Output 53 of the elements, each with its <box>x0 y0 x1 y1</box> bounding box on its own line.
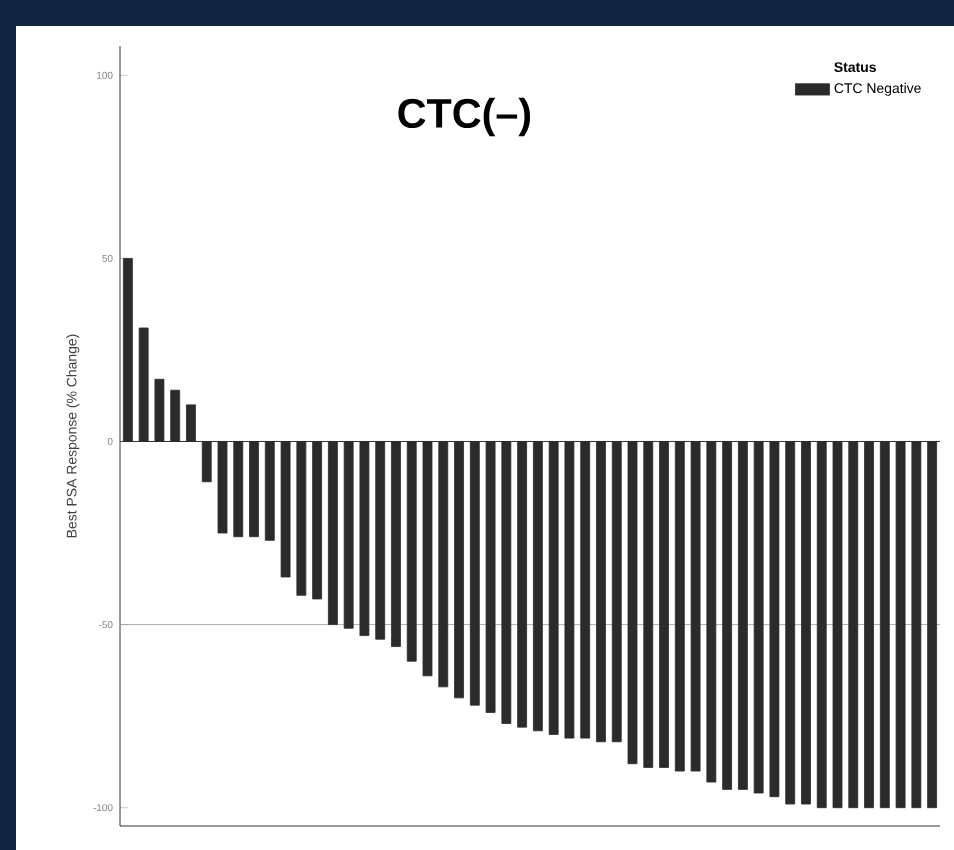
bar <box>690 441 701 772</box>
bar <box>469 441 480 706</box>
bar <box>911 441 922 809</box>
bar <box>548 441 559 735</box>
bar <box>895 441 906 809</box>
bar <box>659 441 669 768</box>
bar <box>864 441 874 809</box>
bar <box>359 441 370 636</box>
bar <box>201 441 212 483</box>
bar <box>375 441 386 640</box>
bar <box>264 441 275 541</box>
bar <box>769 441 780 798</box>
bar <box>737 441 748 790</box>
bar <box>643 441 654 768</box>
bar <box>627 441 638 765</box>
bar <box>312 441 323 600</box>
bar <box>122 257 133 442</box>
bar <box>249 441 259 538</box>
bar <box>406 441 417 662</box>
bar <box>674 441 685 772</box>
bar <box>454 441 464 699</box>
bar <box>832 441 843 809</box>
bar <box>564 441 575 739</box>
bar <box>879 441 890 809</box>
bar <box>706 441 717 783</box>
bar <box>296 441 307 596</box>
bar <box>217 441 228 534</box>
bar <box>517 441 528 728</box>
bar <box>596 441 606 743</box>
bar <box>722 441 733 790</box>
bar <box>186 404 196 442</box>
bar <box>501 441 512 724</box>
bar <box>848 441 859 809</box>
bar <box>485 441 496 713</box>
bar <box>611 441 622 743</box>
bar <box>154 378 165 442</box>
bar <box>343 441 354 629</box>
bar <box>233 441 244 538</box>
bar <box>138 327 149 442</box>
bar <box>422 441 433 677</box>
bar <box>170 389 181 442</box>
bar <box>438 441 449 688</box>
bar <box>927 441 938 809</box>
bar <box>801 441 811 805</box>
bar <box>532 441 543 732</box>
bar <box>280 441 291 578</box>
bar <box>327 441 338 625</box>
bar <box>753 441 764 794</box>
bar <box>785 441 796 805</box>
bar <box>391 441 401 647</box>
text: CTC(–) <box>398 97 531 137</box>
bar <box>816 441 827 809</box>
bar <box>580 441 591 739</box>
